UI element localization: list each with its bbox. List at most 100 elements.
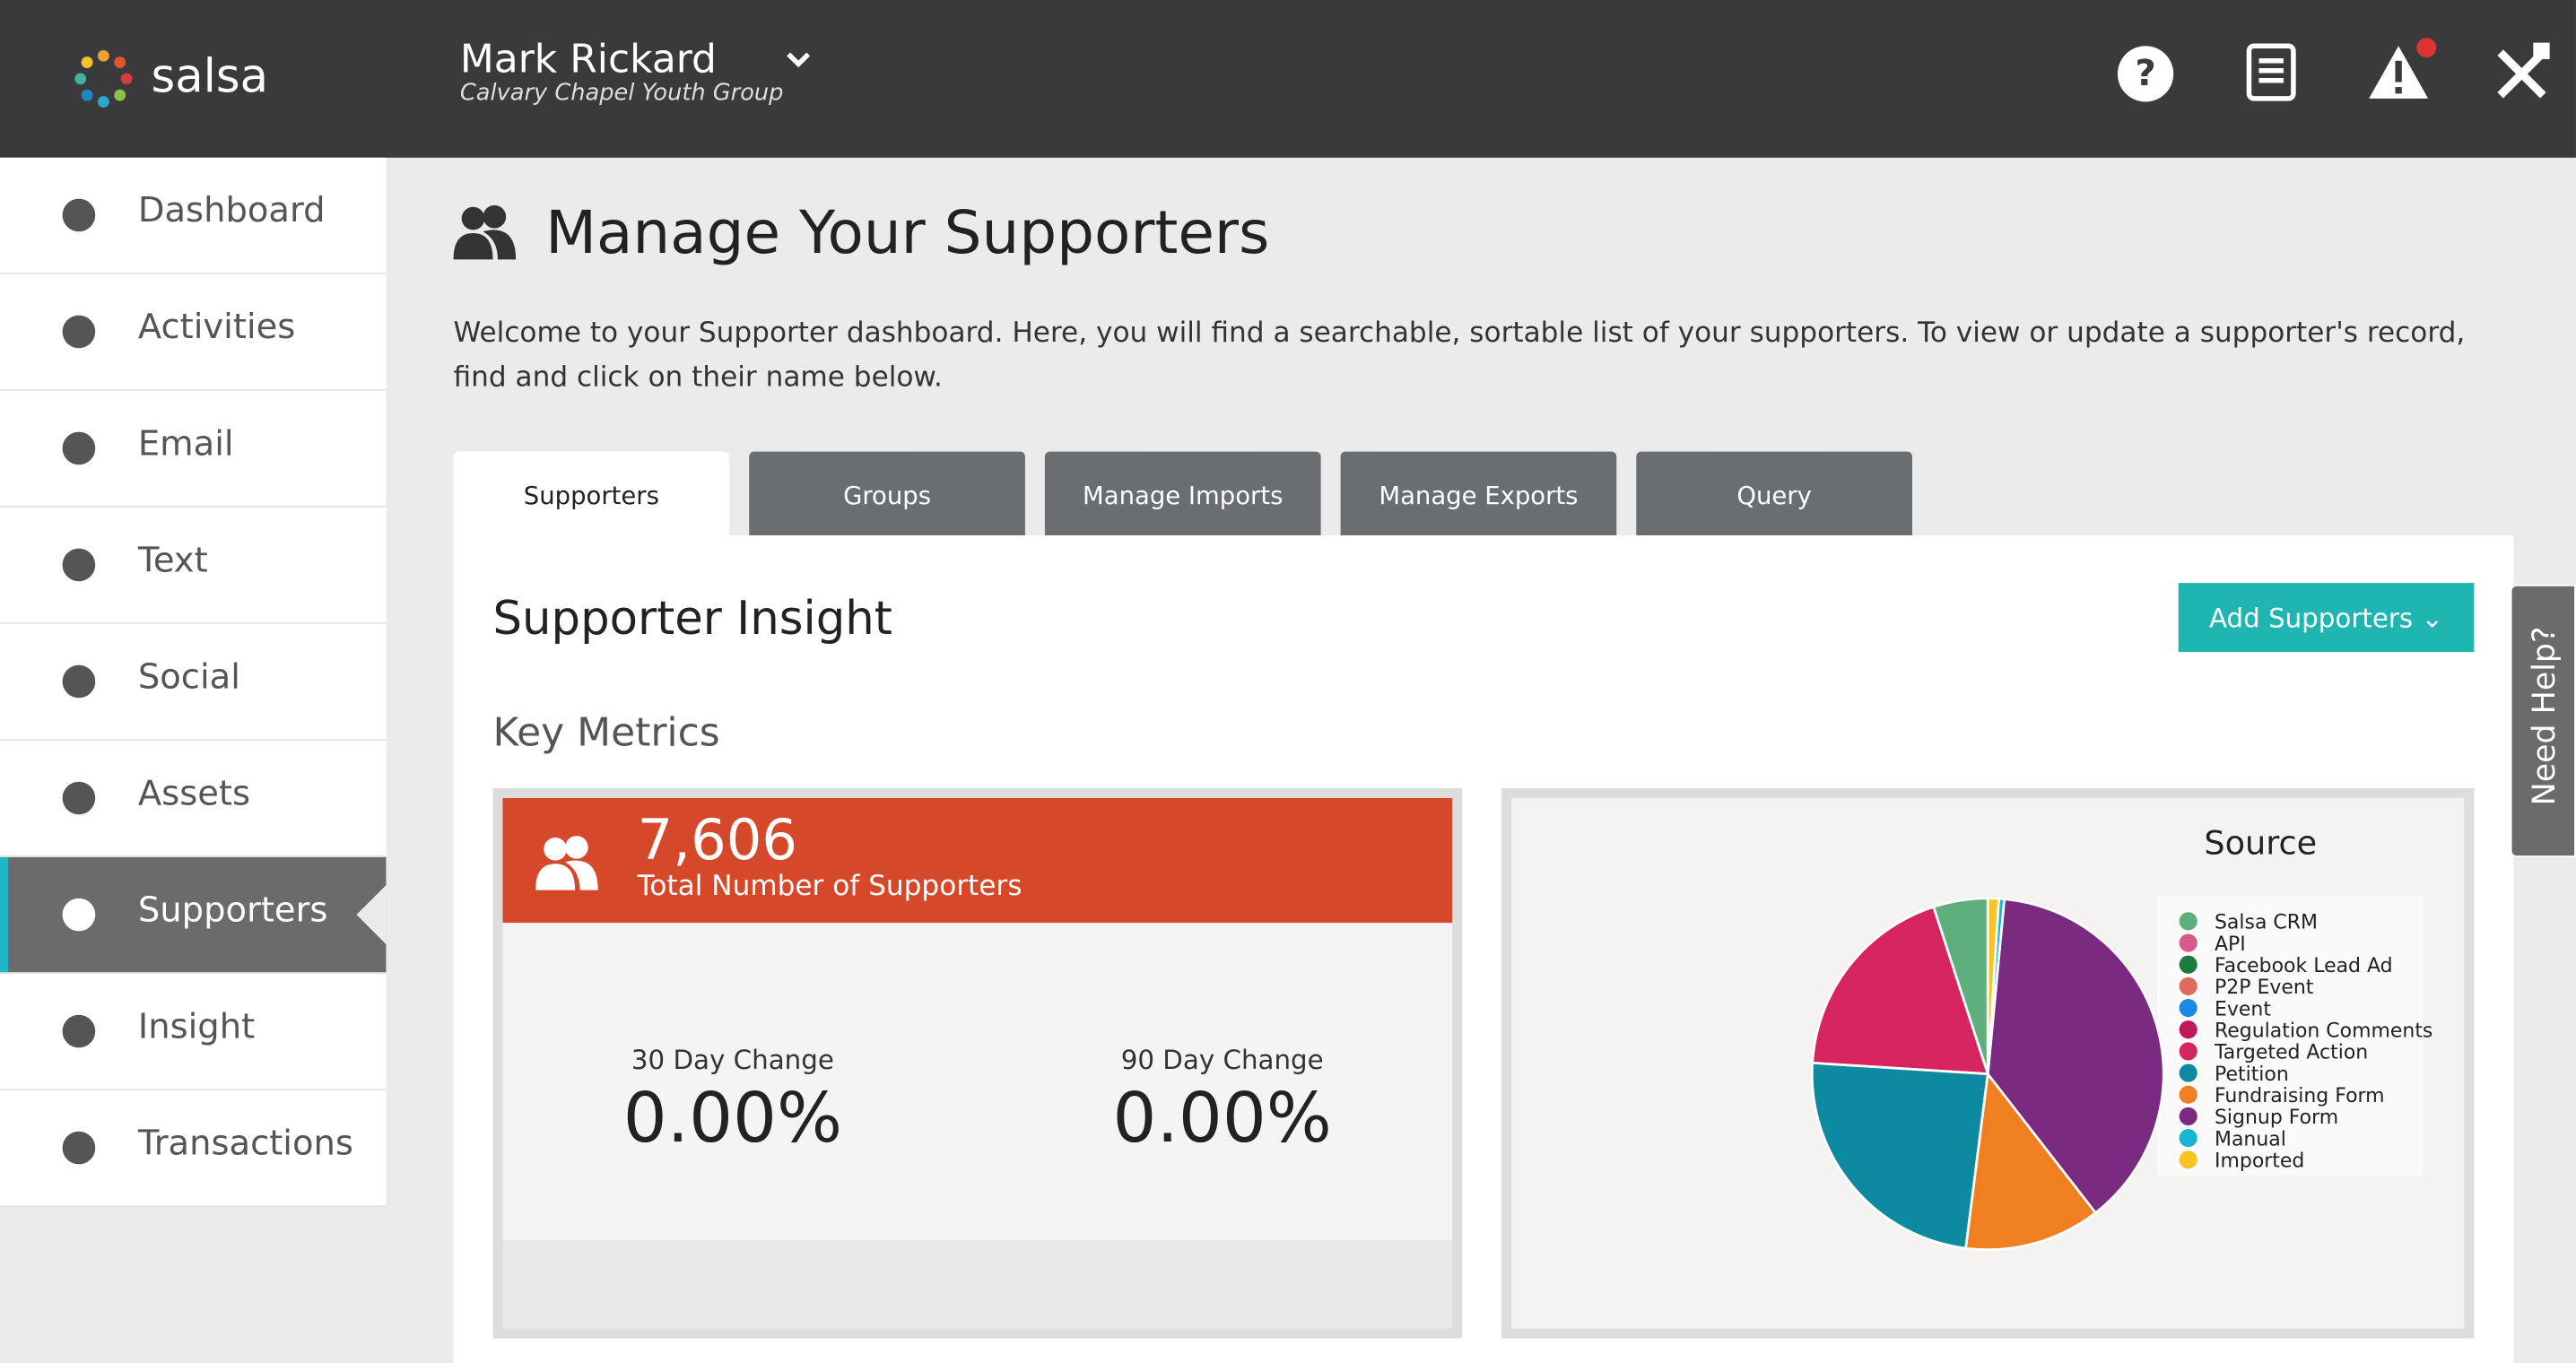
change-label: 90 Day Change	[1120, 1044, 1324, 1076]
active-bar	[0, 856, 9, 973]
icon-shape	[62, 548, 96, 582]
nav-label: Email	[137, 423, 234, 464]
legend-marker	[2179, 955, 2197, 974]
pie-slice	[1810, 1061, 1989, 1250]
legend-label: Targeted Action	[2214, 1042, 2368, 1064]
legend-box	[2156, 896, 2424, 1176]
legend-marker	[2179, 933, 2197, 952]
total-label: Total Number of Supporters	[637, 870, 1023, 904]
nav-item[interactable]: Dashboard	[0, 157, 387, 274]
chart-title: Source	[2204, 823, 2317, 862]
reports-icon[interactable]	[2246, 43, 2296, 101]
help-tab-label: Need Help?	[2527, 626, 2563, 806]
legend-marker	[2179, 1085, 2197, 1104]
legend-label: Manual	[2215, 1128, 2286, 1150]
tab[interactable]: Supporters	[453, 451, 730, 536]
page-description: Welcome to your Supporter dashboard. Her…	[453, 317, 2466, 395]
legend-label: API	[2215, 933, 2246, 956]
nav-icon	[62, 315, 96, 349]
help-tab[interactable]: Need Help?	[2510, 584, 2576, 857]
nav-label: Insight	[137, 1006, 256, 1046]
total-banner: 7,606 Total Number of Supporters	[502, 798, 1453, 924]
settings-icon[interactable]	[2497, 42, 2550, 99]
nav-item[interactable]: Supporters	[0, 856, 387, 974]
icon-shape	[62, 1131, 96, 1165]
nav-item[interactable]: Insight	[0, 973, 387, 1090]
top-bar: salsa Mark Rickard Calvary Chapel Youth …	[0, 0, 2576, 158]
help-icon[interactable]: ?	[2117, 46, 2174, 102]
legend-marker	[2179, 1042, 2197, 1061]
nav-label: Transactions	[137, 1123, 353, 1163]
change-label: 30 Day Change	[631, 1044, 834, 1076]
nav-item[interactable]: Social	[0, 623, 387, 741]
nav-label: Assets	[137, 773, 251, 813]
legend-marker	[2179, 998, 2197, 1018]
legend-marker	[2179, 1063, 2197, 1082]
nav-icon	[62, 1131, 96, 1165]
nav-icon	[62, 781, 96, 815]
legend-marker	[2179, 977, 2197, 995]
tab[interactable]: Groups	[749, 451, 1025, 536]
legend-marker	[2179, 912, 2197, 931]
total-card: 7,606 Total Number of Supporters 30 Day …	[492, 788, 1463, 1339]
pie-slice	[1986, 898, 2165, 1215]
icon-shape	[62, 315, 96, 349]
organization: Calvary Chapel Youth Group	[459, 80, 784, 108]
legend-marker	[2179, 1020, 2197, 1039]
pie-slice	[1964, 1071, 2098, 1251]
legend-label: P2P Event	[2215, 977, 2314, 999]
section-title: Supporter Insight	[492, 591, 892, 646]
nav-icon	[62, 548, 96, 582]
nav-icon	[62, 198, 96, 232]
toolbar-icons: ?	[2117, 38, 2550, 102]
nav-label: Activities	[137, 307, 296, 347]
legend-label: Event	[2215, 998, 2271, 1020]
nav-label: Supporters	[137, 890, 328, 930]
nav-icon	[62, 898, 96, 932]
nav-item[interactable]: Transactions	[0, 1090, 387, 1208]
nav-item[interactable]: Activities	[0, 273, 387, 391]
svg-text:?: ?	[2135, 52, 2155, 94]
nav-item[interactable]: Text	[0, 507, 387, 624]
nav-label: Dashboard	[137, 190, 326, 230]
nav-label: Social	[137, 656, 240, 697]
tab[interactable]: Manage Exports	[1340, 451, 1617, 536]
legend-marker	[2179, 1129, 2197, 1148]
legend-label: Petition	[2215, 1063, 2289, 1086]
tab[interactable]: Manage Imports	[1044, 451, 1321, 536]
change-value: 0.00%	[622, 1077, 843, 1159]
legend-label: Imported	[2215, 1150, 2304, 1173]
icon-shape	[62, 1014, 96, 1048]
nav-icon	[62, 431, 96, 465]
nav-item[interactable]: Assets	[0, 740, 387, 857]
change-value: 0.00%	[1112, 1077, 1332, 1159]
icon-shape	[62, 431, 96, 465]
icon-shape	[62, 664, 96, 699]
user-menu-chevron[interactable]	[782, 43, 815, 76]
nav-label: Text	[137, 540, 208, 580]
legend-marker	[2179, 1150, 2197, 1169]
legend-label: Signup Form	[2215, 1107, 2338, 1129]
pie-slice	[1986, 897, 2000, 1074]
nav-icon	[62, 664, 96, 699]
nav-item[interactable]: Email	[0, 390, 387, 508]
logo-text: salsa	[151, 48, 269, 104]
add-supporters-button[interactable]: Add Supporters ⌄	[2178, 583, 2475, 653]
user-name[interactable]: Mark Rickard	[459, 36, 717, 82]
change-area	[502, 923, 1453, 1240]
legend-label: Salsa CRM	[2215, 912, 2318, 934]
icon-shape	[62, 198, 96, 232]
page-title: Manage Your Supporters	[545, 200, 1270, 268]
pie-slice	[1811, 905, 1990, 1076]
alert-icon[interactable]	[2369, 38, 2437, 99]
active-notch	[356, 885, 387, 944]
nav-icon	[62, 1014, 96, 1048]
tab[interactable]: Query	[1636, 451, 1912, 536]
total-value: 7,606	[637, 807, 797, 874]
icon-shape	[62, 781, 96, 815]
legend-label: Fundraising Form	[2215, 1085, 2385, 1107]
supporters-icon	[453, 204, 517, 260]
icon-shape	[62, 898, 96, 932]
